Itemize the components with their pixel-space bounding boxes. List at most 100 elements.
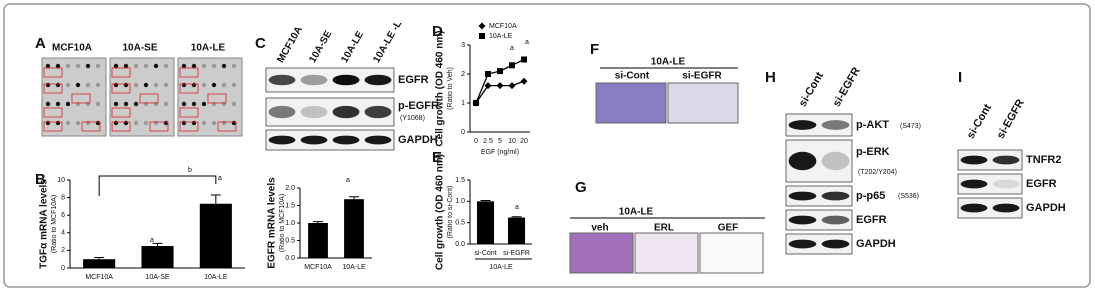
array-dot — [163, 101, 169, 107]
y-axis-sublabel: (Ratio to si-Cont) — [447, 186, 454, 239]
y-axis-label: Cell growth (OD 460 nm) — [435, 154, 446, 270]
array-dot — [65, 63, 71, 69]
array-dot — [113, 120, 119, 126]
array-dot — [55, 82, 61, 88]
x-axis-label: EGF (ng/ml) — [481, 149, 519, 156]
array-dot — [181, 63, 187, 69]
y-tick-label: 1 — [461, 100, 465, 107]
blot-column: 10A-LE — [339, 29, 366, 65]
annotation: a — [346, 177, 350, 184]
panel-label: E — [432, 149, 442, 166]
blot-row: p-ERK — [856, 146, 890, 158]
array-dot — [45, 63, 51, 69]
blot-band — [332, 105, 360, 119]
image-group: 10A-LE — [619, 207, 654, 218]
blot-row: EGFR — [856, 214, 887, 226]
array-dot — [211, 63, 217, 69]
panel-label: I — [958, 69, 962, 86]
panel-label: C — [255, 35, 266, 52]
y-axis-label: TGFα mRNA levels — [39, 179, 50, 269]
blot-row: GAPDH — [856, 238, 896, 250]
y-tick-label: 3 — [461, 42, 465, 49]
x-group-label: 10A-LE — [489, 264, 513, 271]
array-dot — [163, 63, 169, 69]
image-column: veh — [591, 223, 608, 234]
array-dot — [231, 120, 237, 126]
blot-strip — [785, 113, 853, 137]
blot-band — [268, 74, 296, 86]
x-tick-label: 2.5 — [483, 138, 493, 145]
point — [496, 82, 504, 90]
array-dot — [123, 82, 129, 88]
blot-band — [960, 155, 988, 165]
error-bar — [349, 196, 359, 200]
panel-label: B — [35, 171, 46, 188]
stain-image — [569, 232, 634, 274]
blot-row: p-EGFR — [398, 100, 439, 112]
blot-band — [992, 203, 1020, 213]
array-box — [43, 67, 63, 78]
array-dot — [113, 63, 119, 69]
blot-column: si-Cont — [965, 102, 995, 141]
bar — [141, 246, 174, 268]
y-tick-label: 1.5 — [455, 177, 465, 184]
y-tick-label: 1.0 — [455, 198, 465, 205]
blot-band — [300, 105, 328, 119]
array-dot — [113, 101, 119, 107]
array-dot — [163, 82, 169, 88]
blot-site: (S536) — [898, 193, 919, 200]
blot-band — [268, 105, 296, 119]
array-box — [111, 67, 131, 78]
blot-band — [788, 215, 817, 225]
array-dot — [191, 82, 197, 88]
blot-band — [821, 239, 850, 249]
blot-band — [788, 191, 817, 201]
array-box — [43, 83, 63, 94]
array-box — [179, 107, 199, 118]
x-tick-label: 20 — [520, 138, 528, 145]
legend-marker — [479, 33, 485, 39]
array-dot — [163, 120, 169, 126]
x-tick-label: si-EGFR — [503, 250, 530, 257]
array-dot — [123, 63, 129, 69]
error-bar — [152, 242, 163, 246]
bar — [476, 201, 495, 244]
y-tick-label: 0 — [61, 265, 65, 272]
blot-row: EGFR — [1026, 178, 1057, 190]
legend-label: MCF10A — [489, 23, 517, 30]
array-dot — [55, 63, 61, 69]
point — [508, 82, 516, 90]
blot-strip — [785, 209, 853, 231]
y-tick-label: 6 — [61, 212, 65, 219]
array-dot — [191, 120, 197, 126]
array-dot — [113, 82, 119, 88]
x-tick-label: MCF10A — [85, 274, 113, 281]
x-tick-label: MCF10A — [304, 264, 332, 271]
blot-band — [992, 155, 1020, 165]
blot-column: si-Cont — [797, 70, 827, 109]
blot-band — [821, 120, 850, 130]
y-tick-label: 10 — [57, 177, 65, 184]
blot-band — [788, 151, 817, 171]
array-image — [109, 57, 175, 137]
array-box — [207, 93, 227, 104]
blot-band — [300, 74, 328, 86]
array-dot — [85, 82, 91, 88]
array-dot — [181, 101, 187, 107]
x-tick-label: 10A-LE — [204, 274, 228, 281]
y-axis-sublabel: (Ratio to MCF10A) — [51, 195, 58, 253]
blot-row: p-p65 — [856, 190, 885, 202]
array-dot — [181, 120, 187, 126]
blot-column: 10A-SE — [307, 29, 334, 65]
array-dot — [75, 101, 81, 107]
array-column: MCF10A — [52, 43, 92, 54]
array-dot — [55, 101, 61, 107]
array-dot — [231, 82, 237, 88]
blot-site: (T202/Y204) — [858, 169, 897, 176]
array-box — [71, 93, 91, 104]
x-tick-label: 5 — [498, 138, 502, 145]
array-dot — [85, 63, 91, 69]
blot-strip — [265, 129, 395, 151]
y-tick-label: 0.0 — [455, 241, 465, 248]
